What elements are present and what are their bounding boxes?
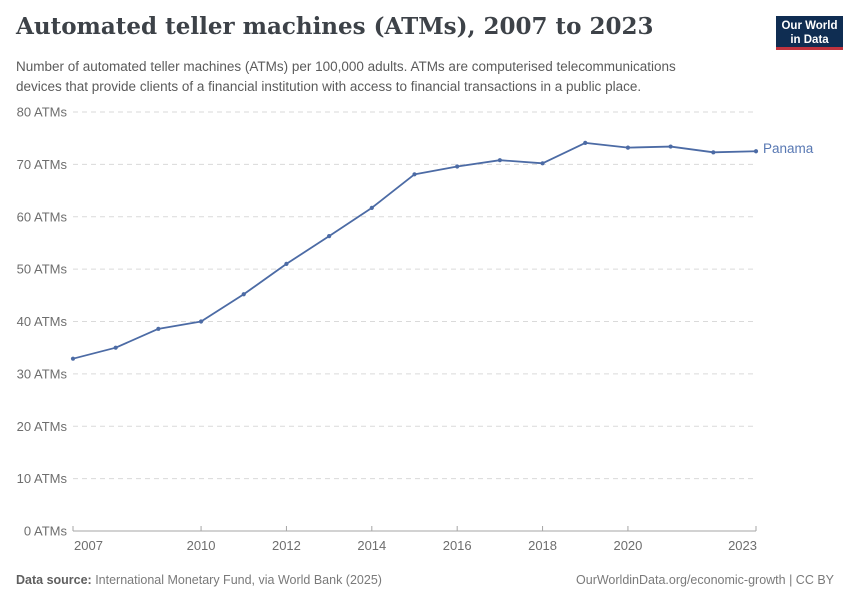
data-point-2018[interactable] [540,161,545,166]
data-point-2008[interactable] [113,345,118,350]
data-source: Data source: International Monetary Fund… [16,573,382,587]
y-axis-tick-label: 80 ATMs [17,105,68,120]
y-axis-tick-label: 20 ATMs [17,419,68,434]
y-axis-tick-label: 0 ATMs [24,524,68,539]
data-point-2016[interactable] [455,164,460,169]
data-point-2007[interactable] [70,356,76,361]
x-axis-tick-label: 2016 [443,538,472,553]
data-point-2017[interactable] [497,158,502,163]
series-label-panama[interactable]: Panama [763,141,814,156]
chart-footer: Data source: International Monetary Fund… [0,573,850,587]
data-point-2012[interactable] [284,261,289,266]
y-axis-tick-label: 50 ATMs [17,262,68,277]
data-point-2011[interactable] [241,292,246,297]
data-point-2013[interactable] [327,234,332,239]
y-axis-tick-label: 70 ATMs [17,157,68,172]
y-axis-tick-label: 60 ATMs [17,209,68,224]
chart-subtitle: Number of automated teller machines (ATM… [16,57,676,97]
data-point-2015[interactable] [412,172,417,177]
page-title: Automated teller machines (ATMs), 2007 t… [16,13,654,40]
data-point-2021[interactable] [668,144,673,149]
data-source-label: Data source: [16,573,92,587]
data-source-text: International Monetary Fund, via World B… [91,573,382,587]
x-axis-tick-label: 2020 [613,538,642,553]
footer-separator: | [785,573,796,587]
x-axis-tick-label: 2014 [357,538,386,553]
x-axis-tick-label: 2012 [272,538,301,553]
x-axis-tick-label: 2018 [528,538,557,553]
data-point-2023[interactable] [753,149,759,154]
license-badge: CC BY [795,573,834,587]
y-axis-tick-label: 30 ATMs [17,366,68,381]
owid-logo[interactable]: Our World in Data [776,16,843,50]
data-point-2014[interactable] [369,205,374,210]
y-axis-tick-label: 10 ATMs [17,471,68,486]
data-point-2009[interactable] [156,326,161,331]
footer-credits: OurWorldinData.org/economic-growth | CC … [576,573,834,587]
data-point-2022[interactable] [711,150,716,155]
data-point-2010[interactable] [198,319,204,324]
owid-url-link[interactable]: OurWorldinData.org/economic-growth [576,573,786,587]
x-axis-tick-label: 2007 [74,538,103,553]
data-point-2020[interactable] [625,145,631,150]
owid-logo-line1: Our World [781,20,838,32]
subtitle-line-2: devices that provide clients of a financ… [16,79,642,94]
subtitle-line-1: Number of automated teller machines (ATM… [16,59,676,74]
owid-logo-line2: in Data [790,34,829,46]
y-axis-tick-label: 40 ATMs [17,314,68,329]
x-axis-tick-label: 2010 [187,538,216,553]
x-axis-tick-label: 2023 [728,538,757,553]
data-point-2019[interactable] [583,140,588,146]
